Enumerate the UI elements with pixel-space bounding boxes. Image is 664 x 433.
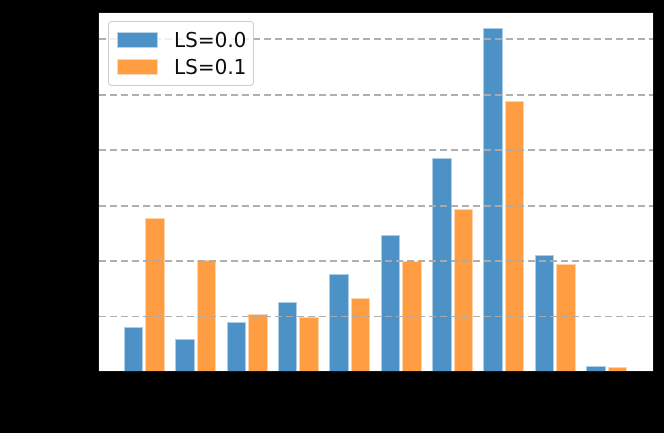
bar-ls01-group7 — [453, 209, 473, 371]
bar-ls01-group8 — [504, 101, 525, 371]
legend: LS=0.0 LS=0.1 — [108, 21, 254, 86]
bar-ls00-group2 — [175, 339, 195, 371]
bar-ls01-group5 — [350, 297, 371, 371]
bar-ls00-group4 — [277, 301, 298, 371]
bar-ls00-group1 — [123, 327, 144, 371]
bar-ls00-group5 — [329, 274, 349, 371]
legend-label-ls00: LS=0.0 — [174, 28, 247, 52]
bar-ls01-group9 — [556, 264, 576, 371]
legend-swatch-ls01 — [117, 59, 158, 75]
bar-ls01-group1 — [145, 217, 165, 371]
legend-label-ls01: LS=0.1 — [174, 55, 247, 79]
legend-entry-ls00: LS=0.0 — [117, 28, 247, 52]
bar-ls00-group8 — [483, 27, 503, 371]
legend-swatch-ls00 — [117, 32, 158, 48]
bar-ls00-group7 — [432, 157, 452, 371]
bar-ls01-group10 — [607, 367, 628, 371]
bar-ls00-group3 — [226, 321, 247, 371]
bar-ls00-group6 — [380, 235, 401, 371]
legend-entry-ls01: LS=0.1 — [117, 55, 247, 79]
bar-ls01-group6 — [402, 261, 422, 371]
plot-area: LS=0.0 LS=0.1 — [98, 12, 654, 372]
bar-ls01-group2 — [196, 260, 217, 371]
bar-ls01-group3 — [248, 314, 268, 371]
bar-ls00-group10 — [586, 366, 606, 371]
bar-ls00-group9 — [534, 255, 555, 371]
bar-ls01-group4 — [299, 317, 319, 371]
